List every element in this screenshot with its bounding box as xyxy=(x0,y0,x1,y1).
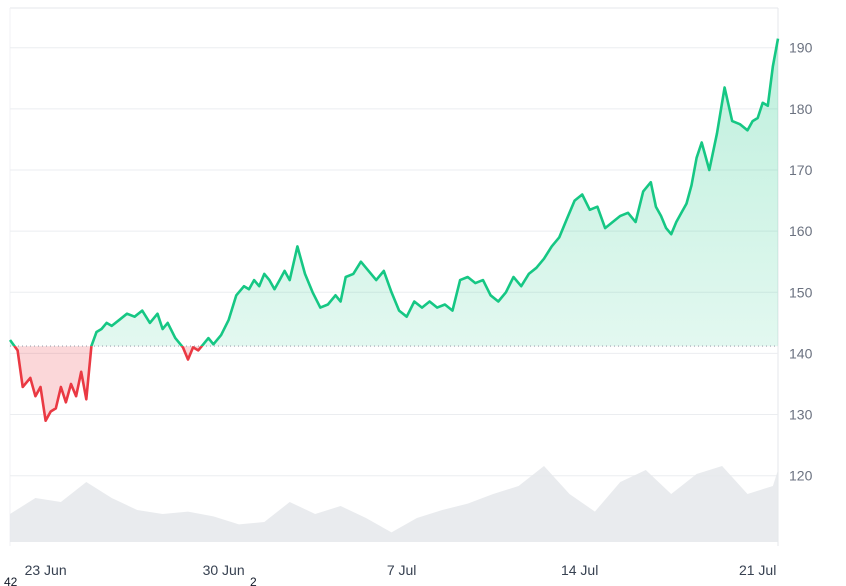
price-line-up xyxy=(8,38,780,347)
y-tick-label: 160 xyxy=(789,223,813,239)
x-tick-label: 30 Jun xyxy=(203,562,245,578)
stray-label-left: 42 xyxy=(4,575,18,586)
y-axis: 120 130 140 150 160 170 180 190 xyxy=(789,40,813,484)
price-area-down xyxy=(10,346,778,421)
y-tick-label: 120 xyxy=(789,468,813,484)
x-axis: 23 Jun 30 Jun 7 Jul 14 Jul 21 Jul xyxy=(25,562,777,578)
volume-area xyxy=(10,466,778,542)
price-layer xyxy=(8,38,780,422)
grid-lines xyxy=(10,47,778,477)
volume-layer xyxy=(10,466,778,542)
y-tick-label: 180 xyxy=(789,101,813,117)
y-tick-label: 190 xyxy=(789,40,813,56)
stray-label-middle: 2 xyxy=(250,575,257,586)
y-tick-label: 150 xyxy=(789,284,813,300)
y-tick-label: 170 xyxy=(789,162,813,178)
y-tick-label: 140 xyxy=(789,345,813,361)
price-area-up xyxy=(10,38,778,347)
x-tick-label: 23 Jun xyxy=(25,562,67,578)
x-tick-label: 7 Jul xyxy=(387,562,417,578)
x-tick-label: 21 Jul xyxy=(739,562,776,578)
x-tick-label: 14 Jul xyxy=(561,562,598,578)
y-tick-label: 130 xyxy=(789,407,813,423)
